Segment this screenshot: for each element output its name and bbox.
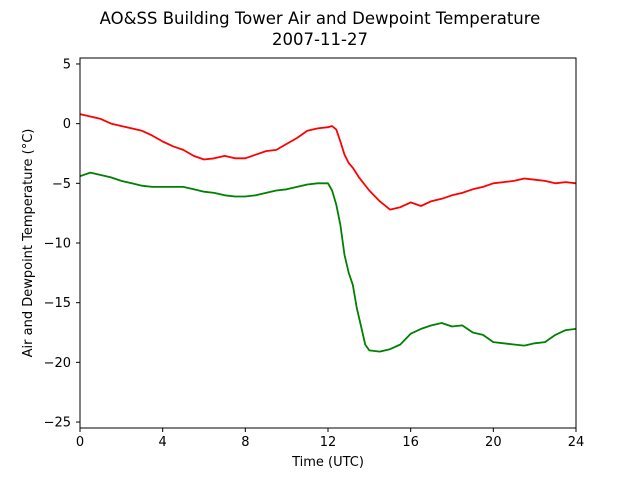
y-tick-label: −5 — [52, 177, 71, 192]
y-tick-label: −15 — [44, 296, 71, 311]
chart-title: AO&SS Building Tower Air and Dewpoint Te… — [100, 9, 541, 28]
x-tick-label: 12 — [320, 435, 337, 450]
air-temperature-line — [79, 113, 577, 211]
x-tick-label: 24 — [568, 435, 585, 450]
x-tick-label: 0 — [76, 435, 84, 450]
x-tick-label: 16 — [402, 435, 419, 450]
chart-subtitle: 2007-11-27 — [272, 30, 368, 49]
y-tick-label: 5 — [63, 57, 71, 72]
x-tick-label: 8 — [241, 435, 249, 450]
y-tick-label: 0 — [63, 117, 71, 132]
y-axis-label: Air and Dewpoint Temperature (°C) — [21, 129, 36, 358]
y-tick-label: −10 — [44, 237, 71, 252]
plot-area — [80, 58, 576, 428]
x-axis-label: Time (UTC) — [291, 455, 364, 470]
y-tick-label: −20 — [44, 356, 71, 371]
dewpoint-temperature-line — [79, 171, 577, 353]
series-layer — [79, 113, 577, 353]
x-tick-label: 20 — [485, 435, 502, 450]
x-axis: 0 4 8 12 16 20 24 Time (UTC) — [76, 428, 584, 470]
y-axis: 5 0 −5 −10 −15 −20 −25 Air and Dewpoint … — [21, 57, 80, 431]
x-tick-label: 4 — [159, 435, 167, 450]
y-tick-label: −25 — [44, 416, 71, 431]
